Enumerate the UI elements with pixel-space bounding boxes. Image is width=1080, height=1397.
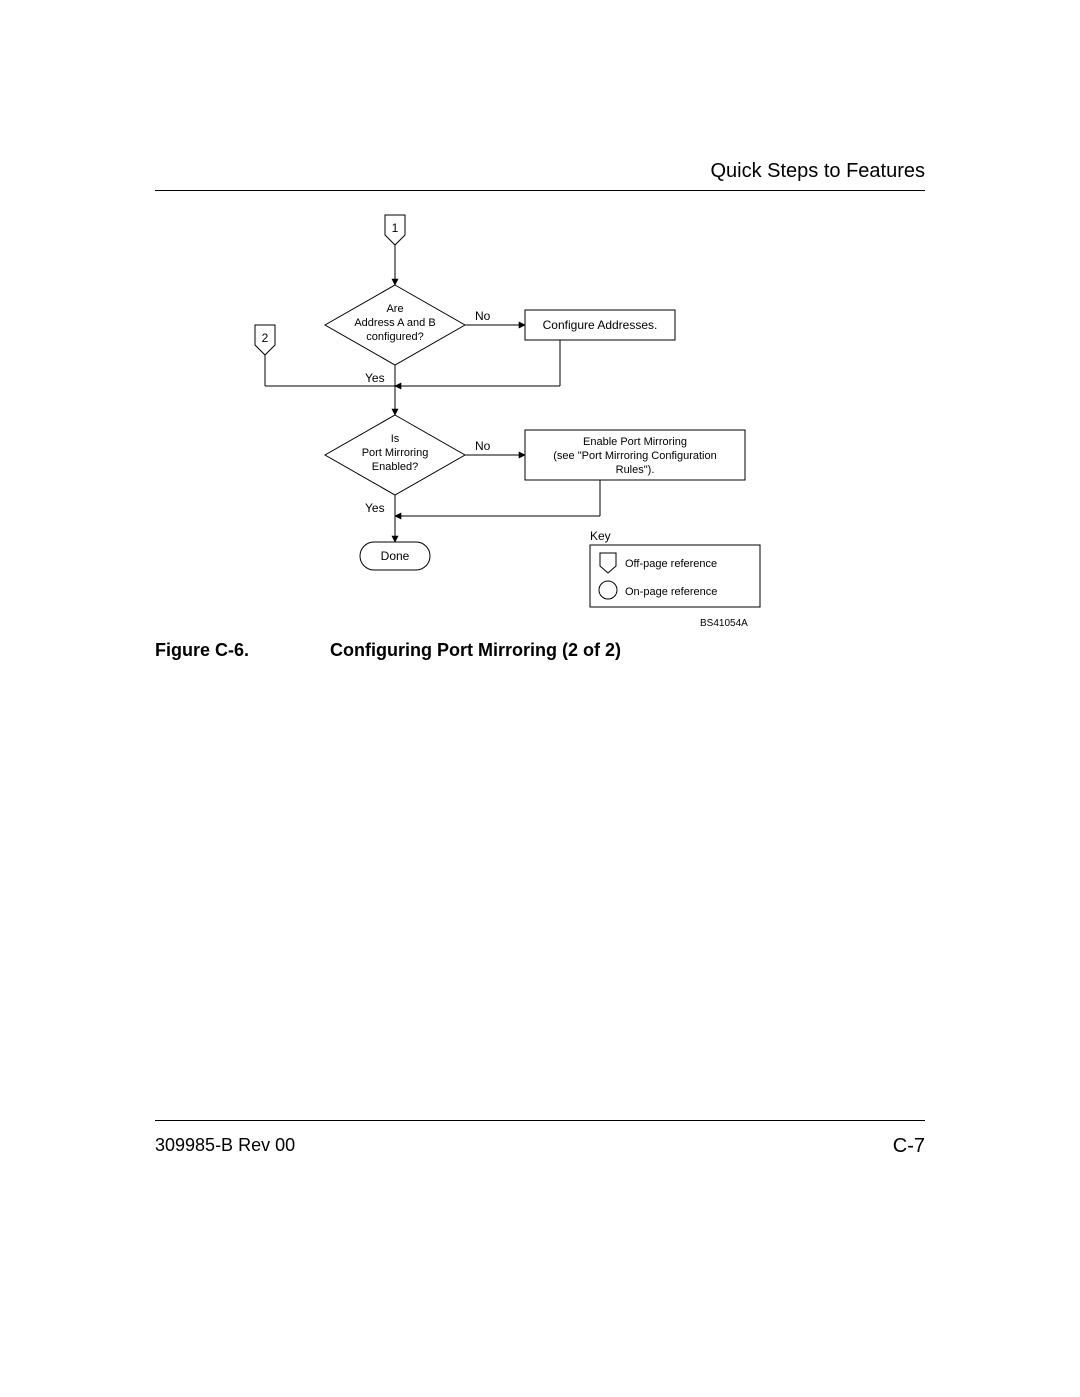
- offpage-connector-1: 1: [385, 215, 405, 245]
- decision1-line3: configured?: [366, 331, 424, 343]
- terminator-done: Done: [360, 542, 430, 570]
- footer-page-number: C-7: [893, 1135, 925, 1158]
- decision1-line1: Are: [386, 303, 403, 315]
- header-rule: [155, 190, 925, 191]
- process-enable-port-mirroring: Enable Port Mirroring (see "Port Mirrori…: [525, 430, 745, 480]
- key-title: Key: [590, 529, 611, 543]
- footer-rule: [155, 1120, 925, 1121]
- process2-line1: Enable Port Mirroring: [583, 436, 687, 448]
- key-offpage-label: Off-page reference: [625, 558, 717, 570]
- decision-port-mirroring-enabled: Is Port Mirroring Enabled?: [325, 415, 465, 495]
- key-onpage-icon: [599, 581, 617, 599]
- decision2-line3: Enabled?: [372, 461, 419, 473]
- process2-line3: Rules").: [616, 464, 655, 476]
- decision1-no-label: No: [475, 309, 491, 323]
- figure-caption-label: Figure C-6.: [155, 640, 249, 661]
- process2-line2: (see "Port Mirroring Configuration: [553, 450, 716, 462]
- key-onpage-label: On-page reference: [625, 586, 717, 598]
- offpage-connector-2: 2: [255, 325, 275, 355]
- decision2-line2: Port Mirroring: [362, 447, 429, 459]
- page: Quick Steps to Features 1 Are Address A …: [0, 0, 1080, 1397]
- process-configure-addresses: Configure Addresses.: [525, 310, 675, 340]
- decision1-line2: Address A and B: [354, 317, 435, 329]
- figure-caption-desc: Configuring Port Mirroring (2 of 2): [330, 640, 621, 661]
- offpage-1-label: 1: [392, 221, 399, 235]
- footer-doc-id: 309985-B Rev 00: [155, 1135, 295, 1156]
- image-code: BS41054A: [700, 618, 748, 629]
- flowchart: 1 Are Address A and B configured? No Con…: [250, 210, 770, 620]
- decision-addresses-configured: Are Address A and B configured?: [325, 285, 465, 365]
- decision2-yes-label: Yes: [365, 501, 385, 515]
- decision2-line1: Is: [391, 433, 400, 445]
- terminator-text: Done: [381, 549, 410, 563]
- decision2-no-label: No: [475, 439, 491, 453]
- process1-text: Configure Addresses.: [543, 318, 658, 332]
- page-header: Quick Steps to Features: [710, 160, 925, 183]
- offpage-2-label: 2: [262, 331, 269, 345]
- key-legend: Key Off-page reference On-page reference: [590, 529, 760, 607]
- decision1-yes-label: Yes: [365, 371, 385, 385]
